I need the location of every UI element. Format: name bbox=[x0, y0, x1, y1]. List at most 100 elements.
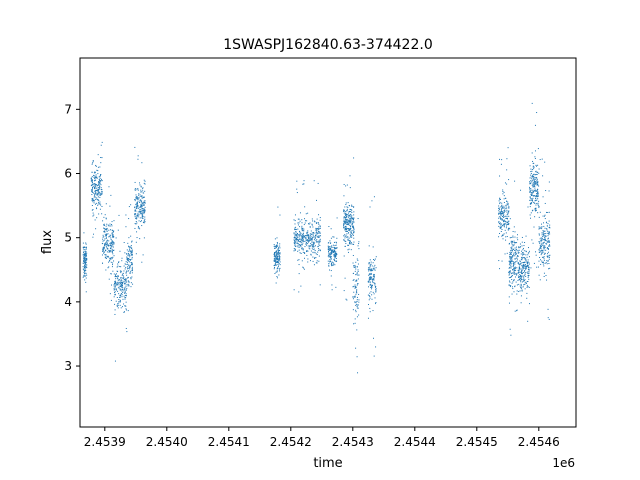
data-point bbox=[506, 200, 508, 202]
data-point bbox=[309, 245, 311, 247]
data-point bbox=[343, 239, 345, 241]
data-point bbox=[369, 264, 371, 266]
data-point bbox=[352, 221, 354, 223]
data-point bbox=[501, 235, 503, 237]
data-point bbox=[302, 248, 304, 250]
data-point bbox=[92, 215, 94, 217]
data-point bbox=[536, 178, 538, 180]
data-point bbox=[123, 265, 125, 267]
data-point bbox=[509, 273, 511, 275]
data-point bbox=[508, 211, 510, 213]
data-point bbox=[334, 255, 336, 257]
data-point bbox=[515, 253, 517, 255]
data-point bbox=[296, 188, 298, 190]
data-point bbox=[141, 204, 142, 206]
data-point bbox=[111, 232, 113, 234]
data-point bbox=[350, 208, 352, 210]
data-point bbox=[335, 286, 337, 288]
data-point bbox=[117, 275, 119, 277]
data-point bbox=[510, 241, 512, 243]
data-point bbox=[344, 234, 346, 236]
data-point bbox=[531, 210, 533, 212]
data-point bbox=[127, 310, 129, 312]
data-point bbox=[519, 271, 521, 273]
data-point bbox=[509, 258, 511, 260]
data-point bbox=[498, 205, 500, 207]
data-point bbox=[370, 261, 372, 263]
data-point bbox=[529, 199, 531, 201]
data-point bbox=[353, 221, 355, 223]
data-point bbox=[110, 194, 112, 196]
data-point bbox=[317, 236, 319, 238]
data-point bbox=[541, 234, 543, 236]
data-point bbox=[115, 237, 117, 239]
data-point bbox=[534, 200, 536, 202]
data-point bbox=[345, 240, 347, 242]
data-point bbox=[137, 213, 139, 215]
data-point bbox=[315, 229, 317, 231]
data-point bbox=[117, 287, 119, 289]
data-point bbox=[503, 211, 505, 213]
data-point bbox=[372, 269, 374, 271]
data-point bbox=[518, 268, 520, 270]
data-point bbox=[543, 225, 545, 227]
data-point bbox=[102, 236, 104, 238]
data-point bbox=[533, 168, 535, 170]
data-point bbox=[125, 308, 127, 310]
data-point bbox=[136, 215, 138, 217]
data-point bbox=[124, 283, 126, 285]
data-point bbox=[532, 191, 534, 192]
data-point bbox=[276, 252, 278, 254]
data-point bbox=[514, 270, 516, 272]
data-point bbox=[293, 232, 295, 234]
data-point bbox=[82, 262, 84, 264]
data-point bbox=[345, 202, 347, 204]
data-point bbox=[536, 194, 538, 196]
data-point bbox=[501, 213, 503, 215]
data-point bbox=[303, 268, 305, 270]
data-point bbox=[314, 249, 316, 251]
data-point bbox=[92, 183, 94, 185]
data-point bbox=[370, 286, 372, 288]
data-point bbox=[279, 214, 281, 216]
data-point bbox=[313, 244, 315, 246]
data-point bbox=[106, 248, 108, 250]
data-point bbox=[505, 232, 507, 234]
data-point bbox=[139, 211, 141, 213]
data-point bbox=[134, 213, 136, 215]
data-point bbox=[276, 252, 278, 254]
data-point bbox=[313, 243, 315, 245]
data-point bbox=[521, 236, 523, 238]
data-point bbox=[111, 246, 113, 248]
data-point bbox=[98, 176, 100, 178]
data-point bbox=[127, 285, 129, 287]
data-point bbox=[532, 186, 534, 188]
data-point bbox=[514, 180, 516, 182]
data-point bbox=[109, 242, 111, 244]
data-point bbox=[124, 252, 126, 254]
data-point bbox=[356, 306, 358, 308]
data-point bbox=[85, 255, 87, 257]
data-point bbox=[541, 158, 543, 160]
data-point bbox=[357, 307, 359, 309]
data-point bbox=[372, 267, 374, 269]
data-point bbox=[347, 214, 349, 216]
data-point bbox=[507, 201, 509, 203]
data-point bbox=[139, 200, 141, 202]
data-point bbox=[83, 256, 85, 258]
data-point bbox=[498, 212, 500, 214]
data-point bbox=[85, 262, 87, 264]
data-point bbox=[124, 292, 125, 294]
data-point bbox=[134, 181, 136, 183]
data-point bbox=[86, 257, 88, 259]
data-point bbox=[375, 302, 377, 303]
data-point bbox=[274, 258, 276, 260]
data-point bbox=[124, 298, 126, 300]
data-point bbox=[353, 232, 355, 234]
data-point bbox=[105, 228, 107, 230]
data-point bbox=[111, 241, 113, 243]
data-point bbox=[94, 176, 96, 178]
data-point bbox=[549, 224, 551, 226]
data-point bbox=[538, 228, 540, 230]
data-point bbox=[105, 245, 107, 247]
